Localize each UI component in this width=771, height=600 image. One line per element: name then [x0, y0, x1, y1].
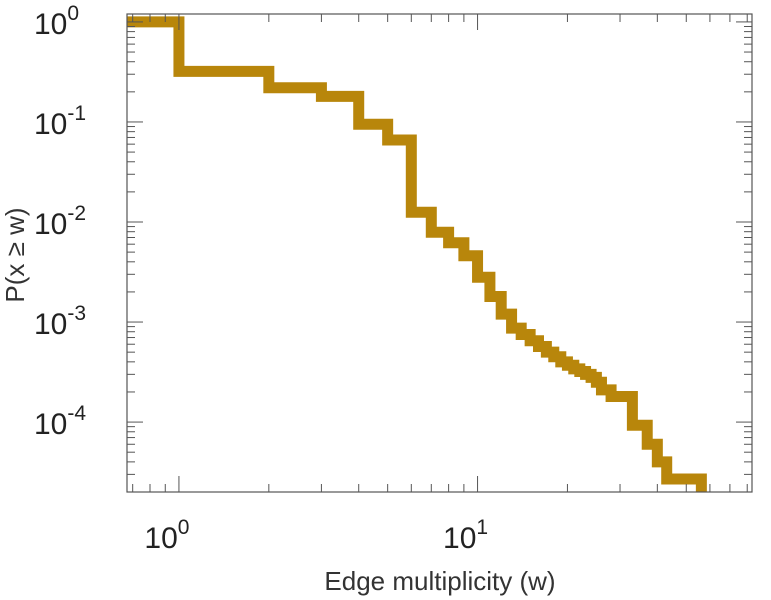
y-tick-label: 10-2	[34, 202, 86, 241]
y-tick-label: 10-4	[34, 402, 86, 441]
axes: 100 101 100 10-1 10-2 10-3 10-4	[34, 2, 753, 555]
axis-labels: Edge multiplicity (w) P(x ≥ w)	[0, 207, 556, 596]
data-layer	[127, 16, 707, 492]
y-axis-label: P(x ≥ w)	[0, 207, 30, 302]
y-tick-label: 10-1	[34, 102, 86, 141]
x-tick-label: 100	[144, 516, 189, 555]
series-step-line	[127, 16, 707, 492]
x-tick-label: 101	[443, 516, 488, 555]
x-axis-label: Edge multiplicity (w)	[324, 566, 555, 596]
y-tick-label: 100	[34, 2, 79, 41]
plot-frame	[126, 13, 753, 493]
y-tick-label: 10-3	[34, 302, 86, 341]
